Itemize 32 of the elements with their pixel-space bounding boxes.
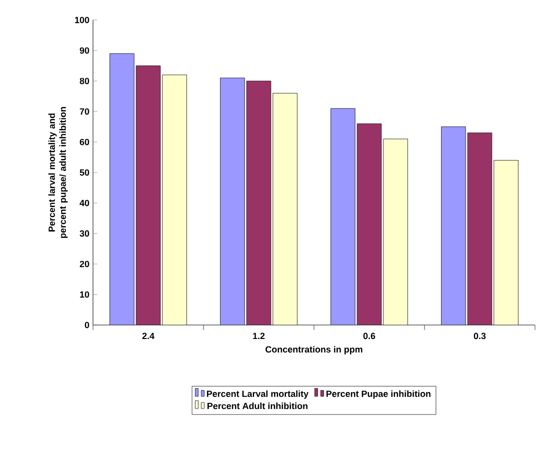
y-tick-label: 30	[80, 230, 90, 237]
y-tick-label: 40	[80, 200, 90, 206]
x-tick-label: 0.6	[363, 332, 376, 340]
y-tick-label: 50	[80, 169, 90, 176]
bar	[272, 92, 298, 325]
bar	[330, 108, 356, 325]
y-tick-label: 20	[80, 260, 90, 268]
legend-label: Percent Larval mortality	[206, 390, 308, 399]
legend-label: Percent Pupae inhibition	[326, 390, 430, 399]
y-tick-label: 90	[80, 47, 90, 54]
bar	[110, 53, 134, 325]
x-axis-title: Concentrations in ppm	[266, 346, 362, 354]
bar	[162, 74, 187, 325]
y-tick-label: 10	[80, 291, 90, 298]
bar	[220, 78, 245, 325]
y-tick-label: 70	[80, 108, 90, 115]
legend-label: Percent Adult inhibition	[207, 402, 308, 410]
y-tick-label: 80	[80, 78, 90, 84]
y-axis-title: Percent larval mortality and percent pupae/ adult inhibition	[48, 107, 68, 238]
bar	[136, 66, 161, 325]
y-tick-label: 100	[75, 16, 90, 24]
bar	[356, 123, 382, 325]
bar	[494, 160, 518, 325]
bar	[467, 132, 492, 325]
x-tick-label: 2.4	[142, 332, 154, 340]
x-tick-label: 0.3	[474, 332, 486, 340]
y-tick-label: 0	[84, 322, 90, 328]
bar	[246, 80, 272, 325]
bar	[441, 126, 466, 325]
bar	[383, 138, 408, 325]
y-tick-label: 60	[80, 138, 90, 146]
x-tick-label: 1.2	[253, 332, 265, 340]
